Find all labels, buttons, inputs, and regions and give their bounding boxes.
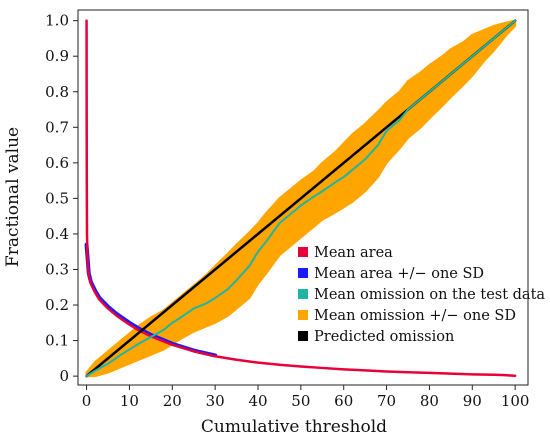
x-tick-label: 40 <box>248 392 267 410</box>
legend-item: Predicted omission <box>298 329 454 345</box>
y-tick-label: 0.4 <box>45 225 69 243</box>
legend: Mean area Mean area +/− one SD Mean omissi… <box>298 245 545 345</box>
x-tick-label: 80 <box>420 392 439 410</box>
legend-swatch <box>298 268 308 278</box>
y-tick-label: 0.6 <box>45 154 69 172</box>
legend-label: Mean omission on the test data <box>314 287 545 303</box>
y-tick-label: 0.5 <box>45 189 69 207</box>
x-tick-label: 100 <box>501 392 530 410</box>
legend-item: Mean omission on the test data <box>298 287 545 303</box>
legend-swatch <box>298 310 308 320</box>
y-tick-label: 0.3 <box>45 260 69 278</box>
y-axis-label: Fractional value <box>3 127 23 267</box>
y-tick-label: 0.1 <box>45 332 69 350</box>
mean-area-line <box>85 19 517 378</box>
plot-area <box>84 19 517 378</box>
x-tick-label: 60 <box>334 392 353 410</box>
series-lines-layer <box>84 19 517 378</box>
x-tick-label: 20 <box>163 392 182 410</box>
y-axis: 0 0.1 0.2 0.3 0.4 0.5 0.6 0.7 0.8 0.9 1.0 <box>45 12 78 385</box>
legend-swatch <box>298 331 308 341</box>
legend-label: Mean area +/− one SD <box>314 266 484 282</box>
plot-frame <box>77 9 529 386</box>
y-tick-label: 0.8 <box>45 83 69 101</box>
x-tick-label: 10 <box>120 392 139 410</box>
y-tick-label: 0.9 <box>45 47 69 65</box>
y-tick-label: 1.0 <box>45 12 69 30</box>
y-tick-label: 0.7 <box>45 118 69 136</box>
mean-omission-line <box>85 19 517 378</box>
x-tick-label: 50 <box>291 392 310 410</box>
x-tick-label: 30 <box>206 392 225 410</box>
legend-label: Mean area <box>314 245 393 261</box>
x-axis-label: Cumulative threshold <box>201 417 387 437</box>
x-axis: 0 10 20 30 40 50 60 70 80 90 100 <box>82 385 530 410</box>
legend-swatch <box>298 247 308 257</box>
legend-swatch <box>298 289 308 299</box>
y-tick-label: 0 <box>59 367 69 385</box>
x-tick-label: 90 <box>463 392 482 410</box>
legend-item: Mean area <box>298 245 393 261</box>
x-tick-label: 70 <box>377 392 396 410</box>
legend-item: Mean omission +/− one SD <box>298 308 516 324</box>
legend-label: Predicted omission <box>314 329 454 345</box>
x-tick-label: 0 <box>82 392 92 410</box>
y-tick-label: 0.2 <box>45 296 69 314</box>
legend-item: Mean area +/− one SD <box>298 266 484 282</box>
legend-label: Mean omission +/− one SD <box>314 308 516 324</box>
